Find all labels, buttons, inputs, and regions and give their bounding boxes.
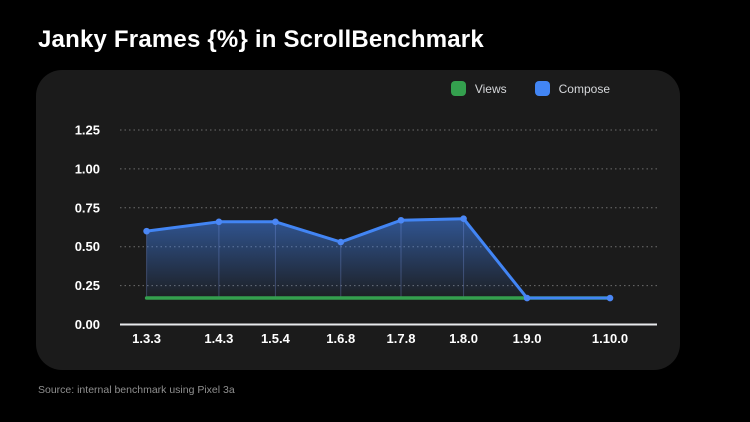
- compose-point: [272, 218, 279, 226]
- y-tick-label: 0.75: [75, 200, 100, 215]
- legend-item-views: Views: [450, 81, 507, 96]
- legend-label-views: Views: [474, 81, 507, 96]
- y-tick-label: 0.50: [75, 239, 100, 254]
- compose-point: [337, 238, 345, 246]
- y-tick-label: 1.00: [75, 161, 100, 176]
- legend-label-compose: Compose: [558, 81, 610, 96]
- compose-point: [460, 215, 467, 222]
- x-tick-label: 1.10.0: [592, 331, 628, 346]
- legend-item-compose: Compose: [534, 81, 610, 96]
- x-tick-label: 1.9.0: [513, 331, 542, 346]
- compose-point: [397, 216, 405, 224]
- x-tick-label: 1.7.8: [387, 331, 416, 346]
- line-chart: 0.00 0.25 0.50 0.75 1.00 1.25 1.3.3 1.4.3 1.5.4 1…: [75, 123, 657, 346]
- compose-area-fill: [146, 218, 528, 299]
- source-note: Source: internal benchmark using Pixel 3…: [38, 384, 235, 396]
- chart-legend: Views Compose: [450, 81, 610, 96]
- compose-point: [523, 294, 531, 302]
- x-tick-label: 1.5.4: [261, 331, 291, 346]
- y-tick-label: 0.25: [75, 278, 100, 293]
- x-tick-label: 1.4.3: [204, 331, 233, 346]
- page-title: Janky Frames {%} in ScrollBenchmark: [38, 26, 484, 53]
- compose-point: [143, 227, 150, 235]
- x-tick-label: 1.3.3: [132, 331, 161, 346]
- x-tick-label: 1.6.8: [326, 331, 355, 346]
- compose-line: [145, 217, 612, 300]
- compose-point: [215, 218, 223, 226]
- y-tick-label: 0.00: [75, 317, 100, 332]
- x-tick-label: 1.8.0: [449, 331, 478, 346]
- y-tick-label: 1.25: [75, 123, 100, 138]
- views-swatch-icon: [450, 81, 466, 96]
- compose-swatch-icon: [534, 81, 550, 96]
- chart-panel: Views Compose 0.00 0.25 0.50 0.75 1.00 1.25 1.…: [36, 70, 680, 370]
- compose-point: [606, 294, 614, 302]
